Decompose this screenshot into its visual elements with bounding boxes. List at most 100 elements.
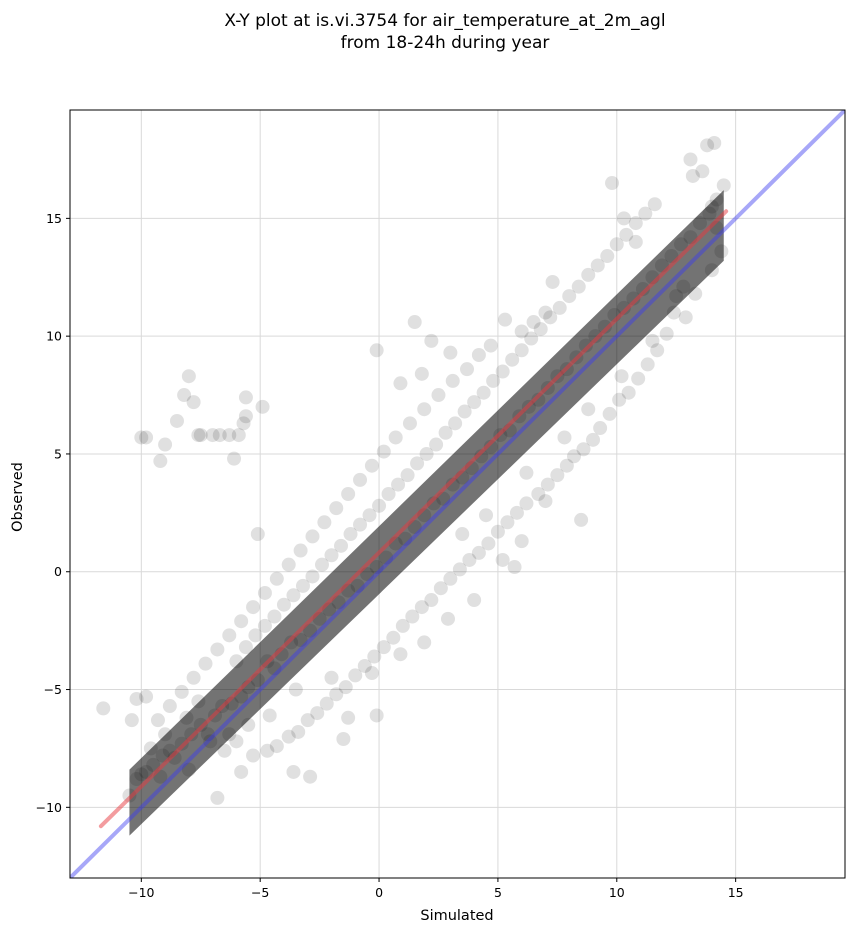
scatter-point <box>353 472 368 487</box>
x-tick-label: 5 <box>494 885 502 900</box>
scatter-point <box>388 430 403 445</box>
scatter-point <box>217 743 232 758</box>
scatter-point <box>628 234 643 249</box>
scatter-point <box>669 289 684 304</box>
y-tick-label: −5 <box>44 682 62 697</box>
scatter-point <box>440 611 455 626</box>
scatter-point <box>695 164 710 179</box>
scatter-point <box>174 736 189 751</box>
scatter-point <box>238 640 253 655</box>
scatter-point <box>602 406 617 421</box>
scatter-point <box>367 649 382 664</box>
x-tick-label: 10 <box>609 885 625 900</box>
scatter-point <box>562 289 577 304</box>
scatter-point <box>616 300 631 315</box>
scatter-point <box>177 388 192 403</box>
scatter-point <box>364 666 379 681</box>
scatter-point <box>704 263 719 278</box>
scatter-point <box>191 428 206 443</box>
scatter-point <box>246 748 261 763</box>
scatter-point <box>407 315 422 330</box>
scatter-point <box>248 628 263 643</box>
scatter-point <box>448 416 463 431</box>
scatter-point <box>445 373 460 388</box>
scatter-point <box>314 557 329 572</box>
scatter-point <box>238 409 253 424</box>
identity-line <box>70 110 845 878</box>
scatter-point <box>305 529 320 544</box>
scatter-point <box>303 623 318 638</box>
scatter-point <box>457 404 472 419</box>
scatter-point <box>692 216 707 231</box>
y-axis-label: Observed <box>10 462 26 532</box>
scatter-point <box>424 333 439 348</box>
scatter-point <box>443 571 458 586</box>
scatter-point <box>514 534 529 549</box>
scatter-point <box>234 764 249 779</box>
scatter-point <box>210 642 225 657</box>
scatter-point <box>621 385 636 400</box>
scatter-point <box>369 343 384 358</box>
scatter-point <box>262 708 277 723</box>
scatter-point <box>531 392 546 407</box>
scatter-point <box>507 560 522 575</box>
scatter-point <box>269 739 284 754</box>
scatter-point <box>645 333 660 348</box>
scatter-point <box>372 498 387 513</box>
scatter-point <box>212 428 227 443</box>
scatter-point <box>495 552 510 567</box>
scatter-point <box>227 451 242 466</box>
scatter-point <box>205 428 220 443</box>
plot-area-frame <box>69 109 846 879</box>
scatter-point <box>398 531 413 546</box>
scatter-point <box>626 291 641 306</box>
scatter-point <box>676 279 691 294</box>
scatter-point <box>281 729 296 744</box>
scatter-point <box>238 390 253 405</box>
scatter-point <box>257 585 272 600</box>
scatter-point <box>498 312 513 327</box>
scatter-point <box>460 362 475 377</box>
scatter-point <box>350 578 365 593</box>
scatter-point <box>376 444 391 459</box>
scatter-point <box>153 454 168 469</box>
chart-title-line-1: X-Y plot at is.vi.3754 for air_temperatu… <box>224 11 665 31</box>
scatter-point <box>576 442 591 457</box>
scatter-point <box>581 267 596 282</box>
scatter-point <box>329 687 344 702</box>
scatter-point <box>324 548 339 563</box>
scatter-point <box>181 762 196 777</box>
scatter-point <box>586 432 601 447</box>
scatter-point <box>462 552 477 567</box>
scatter-point <box>410 456 425 471</box>
scatter-point <box>443 345 458 360</box>
scatter-point <box>331 595 346 610</box>
scatter-point <box>704 199 719 214</box>
scatter-point <box>193 428 208 443</box>
scatter-point <box>255 399 270 414</box>
scatter-point <box>431 388 446 403</box>
scatter-point <box>329 501 344 516</box>
scatter-point <box>300 713 315 728</box>
scatter-point <box>509 505 524 520</box>
scatter-point <box>424 593 439 608</box>
scatter-point <box>538 494 553 509</box>
scatter-point <box>234 614 249 629</box>
scatter-point <box>284 635 299 650</box>
scatter-point <box>414 366 429 381</box>
scatter-point <box>155 748 170 763</box>
regression-line <box>98 209 729 829</box>
scatter-point <box>295 578 310 593</box>
scatter-point <box>353 517 368 532</box>
scatter-point <box>343 527 358 542</box>
scatter-point <box>162 699 177 714</box>
scatter-point <box>471 348 486 363</box>
scatter-point <box>628 216 643 231</box>
scatter-point <box>483 439 498 454</box>
scatter-point <box>417 635 432 650</box>
scatter-point <box>341 710 356 725</box>
scatter-point <box>605 176 620 191</box>
x-tick-label: 15 <box>728 885 744 900</box>
scatter-points <box>96 135 731 836</box>
